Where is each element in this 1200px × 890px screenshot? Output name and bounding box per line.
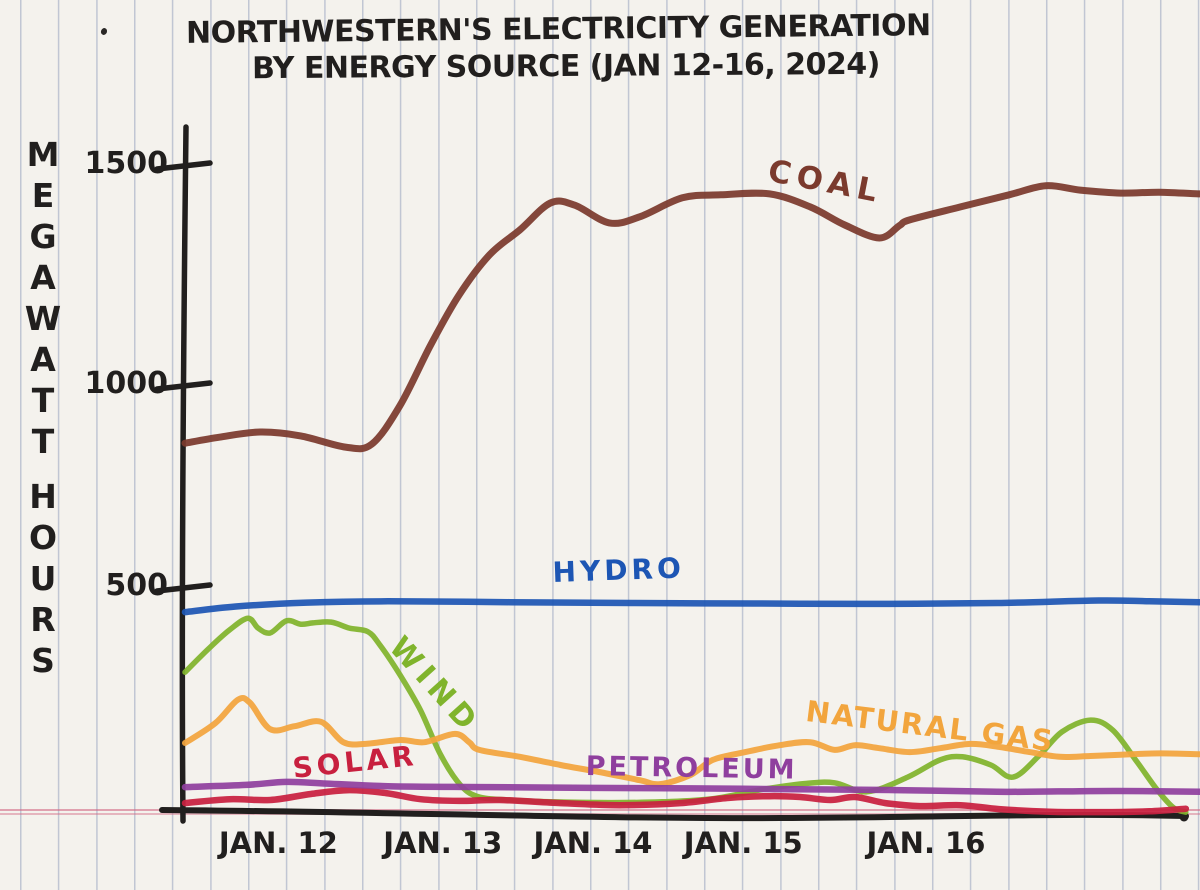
y-axis-label-letter: H xyxy=(29,477,57,516)
y-axis-label-letter: M xyxy=(26,135,60,174)
y-axis-label-letter: S xyxy=(31,641,55,680)
chart-title-line2: BY ENERGY SOURCE (JAN 12-16, 2024) xyxy=(251,46,881,87)
series-label-petroleum: PETROLEUM xyxy=(585,751,798,786)
y-axis-label-letter: U xyxy=(29,559,57,598)
y-tick-label: 1500 xyxy=(84,146,169,181)
solar-line xyxy=(181,786,1190,816)
x-axis-label: JAN. 12 xyxy=(218,826,338,860)
data-series xyxy=(181,182,1200,816)
y-tick-label: 1000 xyxy=(84,366,169,401)
axes xyxy=(154,124,1189,824)
y-axis-label-letter: G xyxy=(29,217,57,256)
y-axis-label-letter: A xyxy=(30,258,56,297)
y-axis-label-letter: E xyxy=(31,176,55,215)
x-axis-label: JAN. 13 xyxy=(383,826,503,860)
y-axis-tick xyxy=(154,582,213,594)
y-axis-tick xyxy=(154,160,213,172)
y-axis-label-letter: T xyxy=(31,381,55,420)
x-axis-label: JAN. 14 xyxy=(533,826,653,860)
natural-gas-line xyxy=(182,694,1200,788)
y-axis-label-letter: T xyxy=(31,422,55,461)
y-axis-tick xyxy=(154,380,213,392)
series-label-hydro: HYDRO xyxy=(552,551,686,589)
y-axis-label-letter: O xyxy=(28,518,58,557)
x-axis-label: JAN. 15 xyxy=(683,826,803,860)
y-axis-label-word-gap xyxy=(22,462,64,476)
y-axis-label-letter: W xyxy=(24,299,62,338)
petroleum-line xyxy=(181,778,1200,796)
y-axis-line xyxy=(179,124,189,824)
red-margin-line xyxy=(0,813,1200,815)
y-axis-label-letter: R xyxy=(30,600,56,639)
hydro-line xyxy=(181,597,1200,616)
red-margin-line xyxy=(0,809,1200,811)
x-axis-label: JAN. 16 xyxy=(866,826,986,860)
y-axis-label-letter: A xyxy=(30,340,56,379)
coal-line xyxy=(181,182,1200,453)
y-tick-label: 500 xyxy=(105,568,168,603)
